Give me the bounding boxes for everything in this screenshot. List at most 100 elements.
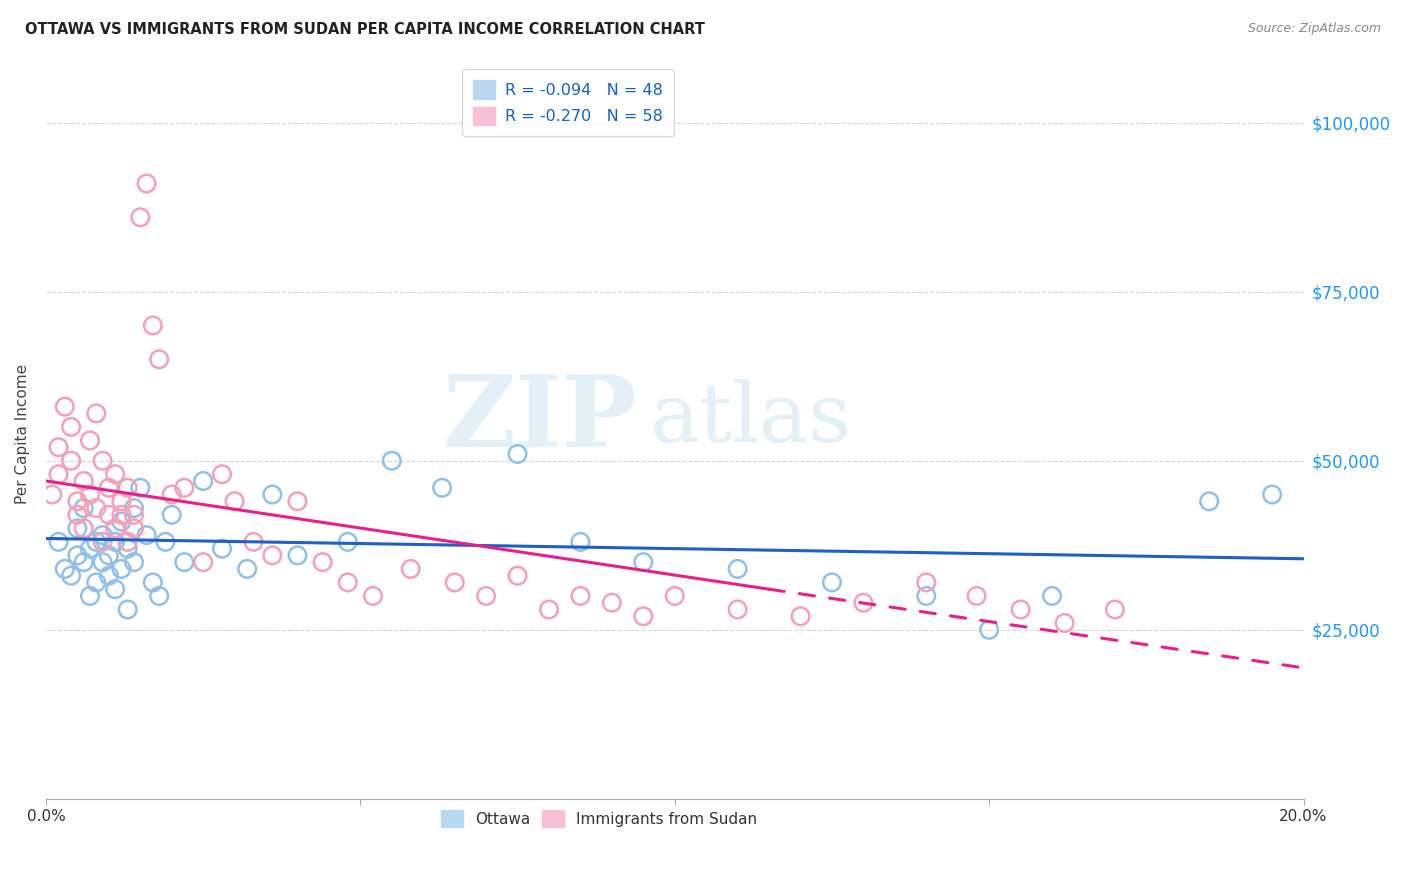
Point	[48, 467, 70, 482]
Point	[122, 555, 145, 569]
Point	[129, 481, 152, 495]
Point	[311, 555, 333, 569]
Point	[915, 575, 938, 590]
Point	[1198, 494, 1220, 508]
Point	[135, 177, 157, 191]
Point	[60, 454, 83, 468]
Point	[97, 568, 120, 582]
Point	[91, 454, 114, 468]
Point	[60, 568, 83, 582]
Point	[84, 406, 107, 420]
Point	[84, 534, 107, 549]
Point	[117, 534, 139, 549]
Point	[979, 623, 1001, 637]
Point	[142, 575, 165, 590]
Point	[48, 534, 70, 549]
Point	[287, 494, 309, 508]
Point	[73, 555, 96, 569]
Text: Source: ZipAtlas.com: Source: ZipAtlas.com	[1247, 22, 1381, 36]
Point	[664, 589, 686, 603]
Point	[97, 508, 120, 522]
Point	[117, 602, 139, 616]
Point	[142, 318, 165, 333]
Point	[506, 447, 529, 461]
Point	[173, 555, 195, 569]
Point	[84, 575, 107, 590]
Point	[110, 508, 132, 522]
Point	[966, 589, 988, 603]
Point	[41, 487, 63, 501]
Point	[91, 555, 114, 569]
Point	[262, 487, 284, 501]
Point	[122, 521, 145, 535]
Point	[224, 494, 246, 508]
Point	[73, 521, 96, 535]
Point	[53, 400, 76, 414]
Point	[852, 596, 875, 610]
Point	[129, 211, 152, 225]
Point	[569, 589, 592, 603]
Point	[242, 534, 264, 549]
Point	[600, 596, 623, 610]
Point	[66, 494, 89, 508]
Point	[48, 440, 70, 454]
Point	[104, 582, 127, 597]
Point	[148, 589, 170, 603]
Point	[79, 541, 101, 556]
Point	[1040, 589, 1063, 603]
Point	[193, 474, 215, 488]
Point	[399, 562, 422, 576]
Point	[336, 575, 359, 590]
Point	[84, 501, 107, 516]
Point	[66, 521, 89, 535]
Point	[789, 609, 811, 624]
Point	[60, 420, 83, 434]
Point	[211, 541, 233, 556]
Point	[236, 562, 259, 576]
Point	[287, 549, 309, 563]
Point	[262, 549, 284, 563]
Point	[110, 515, 132, 529]
Point	[148, 352, 170, 367]
Point	[727, 602, 749, 616]
Point	[1261, 487, 1284, 501]
Point	[569, 534, 592, 549]
Point	[104, 467, 127, 482]
Point	[475, 589, 498, 603]
Point	[727, 562, 749, 576]
Point	[1104, 602, 1126, 616]
Point	[91, 534, 114, 549]
Point	[73, 474, 96, 488]
Y-axis label: Per Capita Income: Per Capita Income	[15, 364, 30, 504]
Point	[537, 602, 560, 616]
Point	[633, 555, 655, 569]
Point	[79, 434, 101, 448]
Point	[915, 589, 938, 603]
Point	[506, 568, 529, 582]
Point	[79, 487, 101, 501]
Point	[173, 481, 195, 495]
Point	[91, 528, 114, 542]
Point	[633, 609, 655, 624]
Point	[104, 521, 127, 535]
Point	[79, 589, 101, 603]
Text: atlas: atlas	[650, 379, 852, 459]
Point	[110, 562, 132, 576]
Point	[160, 508, 183, 522]
Point	[122, 501, 145, 516]
Point	[97, 481, 120, 495]
Legend: Ottawa, Immigrants from Sudan: Ottawa, Immigrants from Sudan	[434, 802, 765, 835]
Point	[430, 481, 453, 495]
Point	[66, 549, 89, 563]
Point	[53, 562, 76, 576]
Point	[336, 534, 359, 549]
Point	[135, 528, 157, 542]
Point	[1053, 615, 1076, 630]
Point	[193, 555, 215, 569]
Point	[1010, 602, 1032, 616]
Point	[160, 487, 183, 501]
Point	[122, 508, 145, 522]
Point	[381, 454, 404, 468]
Point	[110, 494, 132, 508]
Point	[73, 501, 96, 516]
